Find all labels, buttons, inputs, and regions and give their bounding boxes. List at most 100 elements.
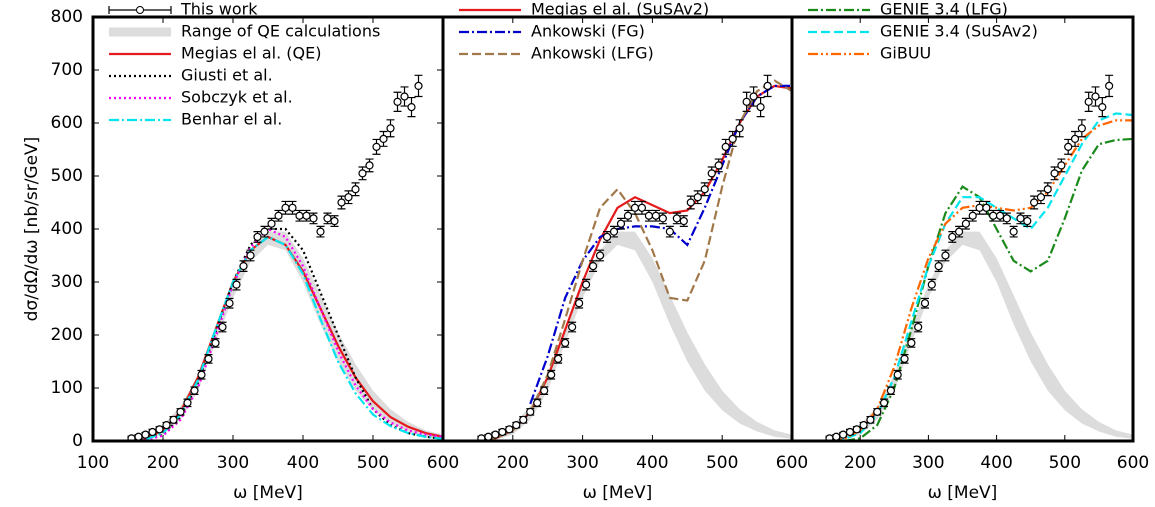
x-tick-label: 300 [912, 453, 944, 473]
data-point [379, 134, 388, 143]
data-point [616, 219, 626, 228]
data-point [330, 216, 339, 226]
data-point [873, 407, 882, 416]
qe-band [809, 231, 1133, 441]
data-point [197, 370, 206, 379]
data-point [658, 214, 667, 223]
data-point [995, 211, 1005, 220]
data-point [920, 299, 930, 308]
data-point [211, 338, 220, 348]
data-point [295, 211, 304, 220]
data-point [1105, 81, 1114, 91]
data-point [232, 280, 241, 289]
data-point [1091, 92, 1100, 101]
data-point [218, 322, 227, 332]
data-point [859, 421, 868, 430]
data-point [302, 211, 311, 220]
y-tick-label: 200 [51, 325, 83, 345]
data-point [1036, 193, 1046, 202]
curve [460, 79, 792, 441]
data-point [886, 386, 895, 395]
data-point [728, 134, 737, 143]
data-point [1050, 169, 1059, 178]
data-point [914, 322, 923, 332]
data-point [609, 227, 619, 236]
data-point [700, 185, 709, 194]
data-point [190, 386, 199, 395]
data-point [309, 214, 318, 223]
data-point [756, 102, 765, 112]
data-point [644, 211, 654, 220]
legend-label: Giusti et al. [181, 66, 273, 85]
data-point [547, 370, 556, 379]
data-point [1064, 142, 1073, 151]
data-point [581, 280, 591, 289]
qe-band [460, 231, 792, 441]
data-point [879, 398, 889, 407]
data-point [484, 432, 493, 441]
data-point [900, 354, 909, 363]
x-tick-label: 200 [147, 453, 179, 473]
data-point [246, 251, 255, 260]
data-point [176, 407, 185, 416]
data-point [832, 432, 841, 441]
panel-frame [790, 15, 1135, 443]
x-tick-label: 400 [287, 453, 319, 473]
x-tick-label: 100 [77, 453, 109, 473]
data-point [968, 211, 977, 220]
data-point [679, 216, 688, 226]
plot-area [460, 74, 792, 441]
x-axis-label: ω [MeV] [233, 483, 303, 503]
x-tick-label: 600 [776, 453, 808, 473]
data-point [169, 415, 178, 424]
y-axis-label: dσ/dΩ/dω [nb/sr/GeV] [22, 137, 42, 322]
curve [460, 84, 792, 441]
data-point [975, 203, 984, 212]
data-point [344, 193, 353, 202]
legend-label: Ankowski (FG) [531, 22, 645, 41]
x-tick-label: 500 [357, 453, 389, 473]
curve [110, 235, 443, 441]
data-point [155, 425, 164, 434]
x-tick-label: 300 [217, 453, 249, 473]
x-tick-label: 200 [844, 453, 876, 473]
data-point [337, 198, 346, 207]
data-point [1016, 214, 1025, 223]
data-point [134, 432, 143, 441]
x-tick-label: 500 [706, 453, 738, 473]
data-point [253, 232, 262, 242]
x-tick-label: 600 [1117, 453, 1149, 473]
data-point [989, 211, 998, 220]
data-point [763, 81, 772, 91]
y-tick-label: 800 [51, 7, 83, 27]
legend-label: Benhar el al. [181, 110, 282, 129]
data-point [954, 227, 964, 236]
data-point [934, 262, 943, 271]
data-point [358, 169, 367, 178]
data-point [505, 425, 514, 434]
data-point [148, 427, 157, 437]
data-point [948, 232, 957, 242]
data-point [414, 81, 423, 91]
data-point [852, 425, 861, 434]
x-axis-label: ω [MeV] [583, 483, 653, 503]
data-point [1030, 198, 1039, 207]
data-point [225, 299, 234, 308]
legend-symbol [136, 6, 144, 14]
data-point [554, 354, 563, 363]
data-point [533, 398, 542, 407]
data-point [386, 124, 395, 133]
legend-label: GENIE 3.4 (SuSAv2) [880, 22, 1038, 41]
data-point [1057, 161, 1066, 170]
data-point [651, 211, 660, 220]
plot-area [110, 74, 443, 441]
data-point [637, 203, 647, 212]
data-point [665, 227, 674, 236]
data-point [1084, 97, 1093, 106]
data-point [714, 161, 723, 170]
data-point [893, 370, 902, 379]
qe-band [110, 231, 443, 441]
data-point [575, 299, 584, 308]
curve [809, 112, 1133, 441]
